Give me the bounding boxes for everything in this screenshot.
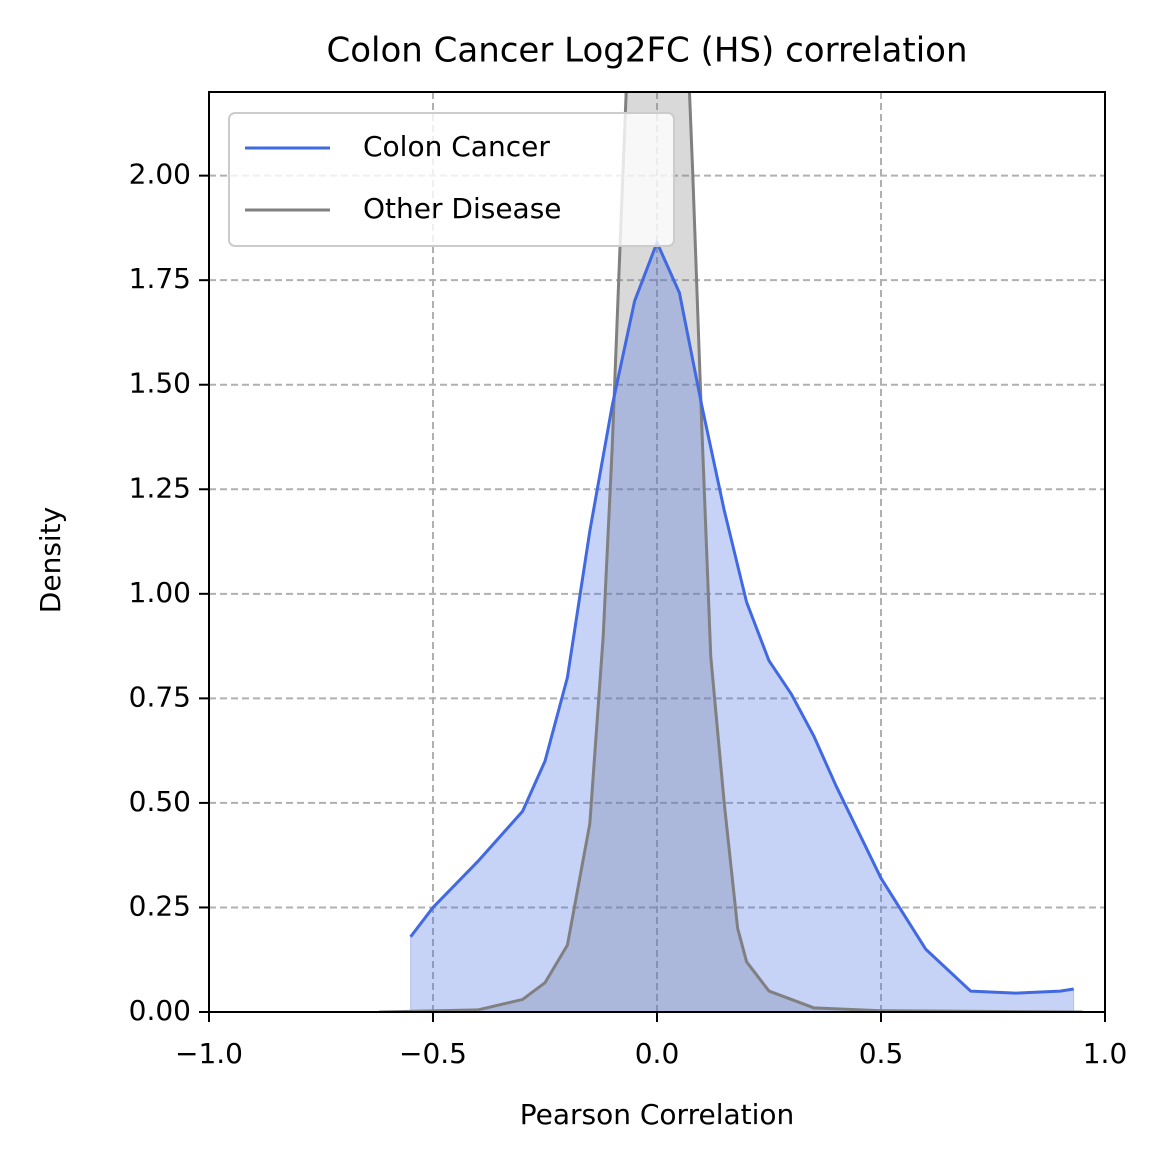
y-tick-label: 0.75 — [129, 680, 191, 713]
x-tick-label: 0.5 — [859, 1037, 904, 1070]
line — [409, 241, 1074, 995]
legend-label: Other Disease — [363, 192, 562, 225]
y-axis-label: Density — [34, 507, 67, 613]
y-tick-label: 0.00 — [129, 994, 191, 1027]
x-tick-label: −1.0 — [175, 1037, 243, 1070]
x-axis-label: Pearson Correlation — [520, 1098, 795, 1131]
y-tick-label: 1.25 — [129, 471, 191, 504]
y-tick-label: 2.00 — [129, 158, 191, 191]
legend: Colon Cancer Other Disease — [228, 112, 675, 247]
x-tick-label: 0.0 — [635, 1037, 680, 1070]
plot-area — [379, 92, 1083, 1012]
axes: −1.0 −0.5 0.0 0.5 1.0 0.00 0.25 0.50 0.75 1.00 1.2… — [129, 158, 1128, 1070]
y-tick-label: 1.75 — [129, 262, 191, 295]
y-tick-label: 1.00 — [129, 576, 191, 609]
y-tick-label: 0.50 — [129, 785, 191, 818]
y-tick-label: 0.25 — [129, 889, 191, 922]
y-tick-label: 1.50 — [129, 367, 191, 400]
chart-title: Colon Cancer Log2FC (HS) correlation — [326, 31, 967, 71]
line — [379, 92, 1083, 1012]
x-tick-label: 1.0 — [1083, 1037, 1128, 1070]
legend-box — [228, 112, 675, 247]
legend-label: Colon Cancer — [363, 130, 550, 163]
x-tick-label: −0.5 — [399, 1037, 467, 1070]
